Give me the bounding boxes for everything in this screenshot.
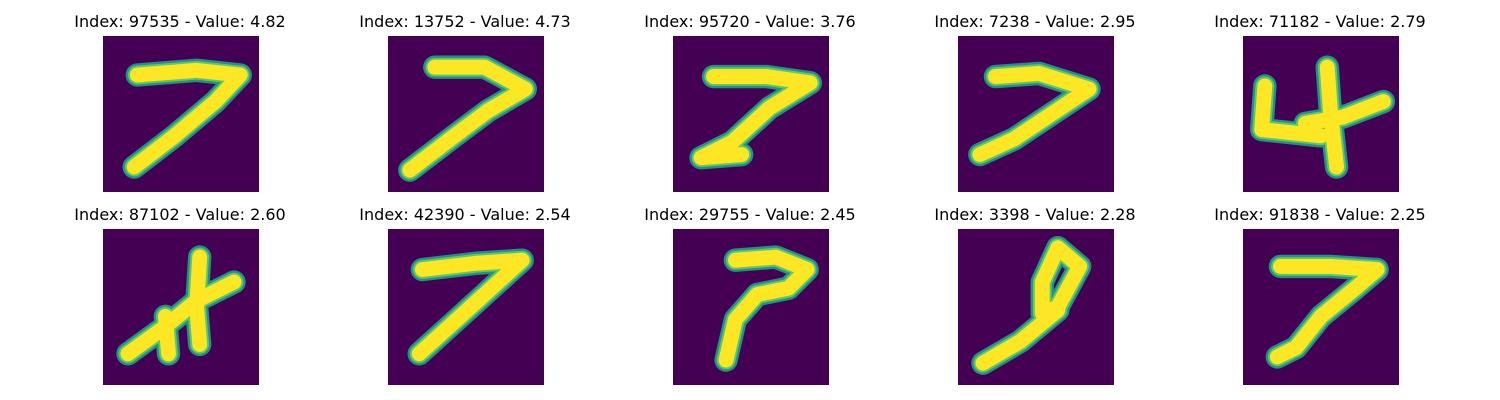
digit-stroke bbox=[1297, 94, 1391, 131]
digit-panel: Index: 13752 - Value: 4.73 bbox=[315, 12, 615, 192]
panel-title: Index: 29755 - Value: 2.45 bbox=[644, 205, 856, 224]
digit-panel: Index: 95720 - Value: 3.76 bbox=[600, 12, 900, 192]
digit-stroke bbox=[157, 308, 176, 362]
digit-stroke bbox=[693, 69, 818, 166]
digit-stroke bbox=[1254, 78, 1329, 144]
digit-stroke bbox=[120, 274, 242, 362]
digit-stroke bbox=[1319, 59, 1345, 175]
digit-image bbox=[103, 36, 259, 192]
digit-panel: Index: 7238 - Value: 2.95 bbox=[885, 12, 1185, 192]
panel-title: Index: 91838 - Value: 2.25 bbox=[1214, 205, 1426, 224]
digit-image bbox=[388, 229, 544, 385]
digit-image bbox=[1243, 36, 1399, 192]
digit-image bbox=[103, 229, 259, 385]
digit-image bbox=[388, 36, 544, 192]
digit-stroke bbox=[1269, 259, 1385, 365]
panel-title: Index: 97535 - Value: 4.82 bbox=[74, 12, 286, 31]
digit-image bbox=[673, 36, 829, 192]
panel-title: Index: 42390 - Value: 2.54 bbox=[359, 205, 571, 224]
digit-stroke bbox=[402, 59, 533, 178]
digit-panel: Index: 87102 - Value: 2.60 bbox=[30, 205, 330, 385]
digit-stroke bbox=[972, 66, 1097, 162]
digit-stroke bbox=[189, 249, 208, 352]
digit-panel: Index: 29755 - Value: 2.45 bbox=[600, 205, 900, 385]
digit-panel: Index: 97535 - Value: 4.82 bbox=[30, 12, 330, 192]
panel-title: Index: 71182 - Value: 2.79 bbox=[1214, 12, 1426, 31]
digit-stroke bbox=[718, 249, 815, 368]
digit-image bbox=[958, 36, 1114, 192]
digit-panel: Index: 42390 - Value: 2.54 bbox=[315, 205, 615, 385]
digit-image bbox=[1243, 229, 1399, 385]
panel-title: Index: 7238 - Value: 2.95 bbox=[934, 12, 1136, 31]
panel-title: Index: 87102 - Value: 2.60 bbox=[74, 205, 286, 224]
digit-panel: Index: 71182 - Value: 2.79 bbox=[1170, 12, 1470, 192]
digit-stroke bbox=[975, 302, 1066, 371]
digit-stroke bbox=[126, 62, 248, 175]
digit-stroke bbox=[411, 252, 530, 362]
digit-image bbox=[673, 229, 829, 385]
digit-panel: Index: 91838 - Value: 2.25 bbox=[1170, 205, 1470, 385]
digit-panel: Index: 3398 - Value: 2.28 bbox=[885, 205, 1185, 385]
panel-title: Index: 3398 - Value: 2.28 bbox=[934, 205, 1136, 224]
panel-title: Index: 95720 - Value: 3.76 bbox=[644, 12, 856, 31]
panel-title: Index: 13752 - Value: 4.73 bbox=[359, 12, 571, 31]
digit-image bbox=[958, 229, 1114, 385]
